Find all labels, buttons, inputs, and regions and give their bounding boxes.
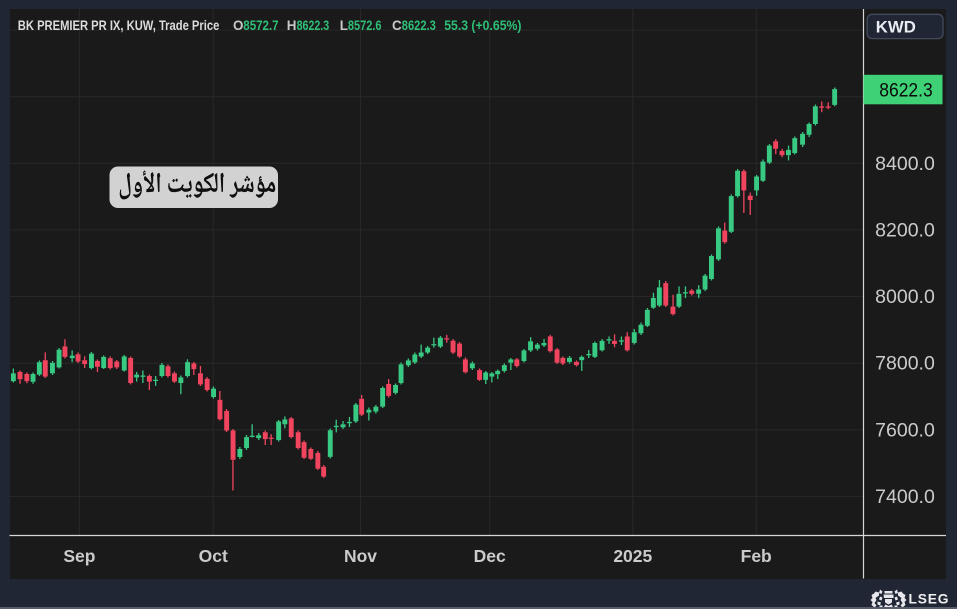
svg-text:Nov: Nov — [344, 546, 377, 566]
svg-text:BK PREMIER PR IX, KUW, Trade P: BK PREMIER PR IX, KUW, Trade Price — [18, 18, 220, 33]
svg-text:8622.3: 8622.3 — [297, 18, 330, 33]
svg-text:8572.7: 8572.7 — [243, 18, 278, 33]
svg-text:8622.3: 8622.3 — [879, 80, 933, 102]
svg-text:8000.0: 8000.0 — [875, 286, 935, 308]
svg-text:7800.0: 7800.0 — [875, 353, 935, 375]
svg-text:Sep: Sep — [63, 546, 95, 566]
svg-text:8200.0: 8200.0 — [875, 219, 935, 241]
svg-text:H: H — [287, 18, 297, 33]
svg-text:8622.3: 8622.3 — [402, 18, 436, 33]
svg-text:KWD: KWD — [876, 18, 916, 37]
svg-text:2025: 2025 — [613, 546, 652, 566]
svg-text:55.3 (+0.65%): 55.3 (+0.65%) — [444, 18, 521, 33]
svg-text:L: L — [340, 18, 348, 33]
svg-text:8572.6: 8572.6 — [348, 18, 382, 33]
svg-text:7600.0: 7600.0 — [875, 419, 935, 441]
svg-text:LSEG: LSEG — [909, 591, 950, 606]
svg-text:Dec: Dec — [474, 546, 506, 566]
svg-text:Oct: Oct — [199, 546, 228, 566]
svg-text:C: C — [392, 18, 402, 33]
svg-text:8400.0: 8400.0 — [875, 153, 935, 175]
svg-text:7400.0: 7400.0 — [875, 486, 935, 508]
svg-text:Feb: Feb — [741, 546, 772, 566]
svg-text:O: O — [233, 18, 243, 33]
